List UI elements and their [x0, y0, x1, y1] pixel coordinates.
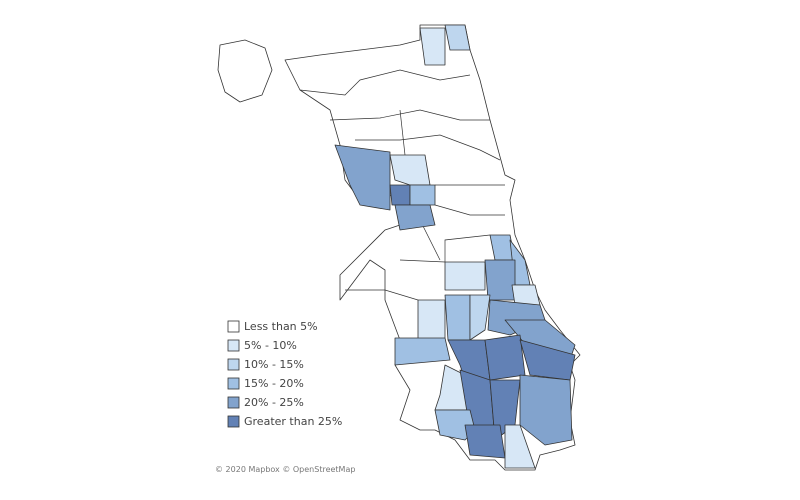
legend-swatch [227, 339, 240, 352]
region [444, 24, 471, 51]
region [389, 154, 431, 186]
boundary [329, 109, 490, 121]
attribution: © 2020 Mapbox © OpenStreetMap [215, 465, 355, 474]
legend-swatch [227, 377, 240, 390]
region [389, 184, 411, 206]
legend-swatch [227, 415, 240, 428]
legend-label: Greater than 25% [244, 415, 342, 428]
legend-label: 15% - 20% [244, 377, 304, 390]
region [511, 284, 541, 306]
legend-label: 20% - 25% [244, 396, 304, 409]
legend-label: 10% - 15% [244, 358, 304, 371]
boundary [399, 234, 491, 263]
region [484, 259, 516, 301]
boundary [434, 204, 505, 216]
region [409, 184, 436, 206]
boundary [345, 289, 419, 301]
legend-swatch [227, 396, 240, 409]
region [417, 299, 446, 341]
legend: Less than 5% 5% - 10% 10% - 15% 15% - 20% 20… [227, 320, 342, 428]
region [394, 204, 436, 231]
map-regions [217, 24, 581, 471]
region [469, 294, 491, 341]
legend-label: 5% - 10% [244, 339, 297, 352]
region [419, 27, 446, 66]
region [394, 337, 451, 366]
legend-swatch [227, 358, 240, 371]
region [444, 294, 471, 341]
region [464, 424, 506, 459]
region [519, 374, 573, 446]
boundary [299, 69, 471, 96]
legend-label: Less than 5% [244, 320, 318, 333]
legend-swatch [227, 320, 240, 333]
ohare [217, 39, 273, 103]
region [484, 334, 526, 381]
region [334, 144, 391, 211]
boundary [355, 134, 501, 161]
region [504, 424, 536, 469]
region [444, 261, 486, 291]
